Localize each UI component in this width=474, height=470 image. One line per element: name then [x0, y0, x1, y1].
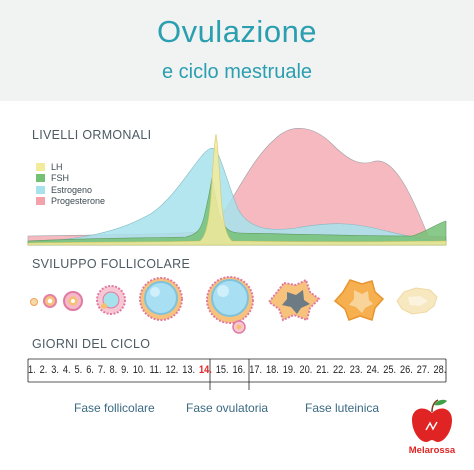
brand-logo: Melarossa [404, 398, 460, 456]
follicle-stage-3 [63, 291, 83, 311]
brand-name: Melarossa [408, 445, 456, 456]
follicle-development-heading: SVILUPPO FOLLICOLARE [32, 257, 191, 271]
day-label: 24. [366, 364, 380, 376]
day-label: 7. [97, 364, 106, 376]
day-label: 18. [266, 364, 279, 376]
page-subtitle: e ciclo mestruale [161, 61, 313, 83]
follicle-stage-1 [30, 298, 38, 306]
lh-curve [27, 133, 447, 246]
day-label: 8. [109, 364, 118, 376]
day-label: 15. [215, 364, 229, 376]
day-label: 28. [433, 364, 447, 376]
day-label: 3. [51, 364, 59, 376]
apple-logo-icon [412, 399, 452, 442]
day-label: 21. [316, 364, 330, 376]
legend-label-progesterone: Progesterone [51, 196, 106, 206]
day-label: 6. [86, 364, 94, 376]
day-label: 4. [62, 364, 71, 376]
day-label: 22. [333, 364, 346, 376]
cycle-days-row: 1. 2. 3. 4. 5. 6. 7. 8. 9. 10. 11. 12. 1… [28, 364, 446, 376]
day-label: 5. [74, 364, 83, 376]
legend-swatch-lh [36, 162, 45, 171]
day-label: 13. [182, 364, 196, 376]
corpus-luteum-stage-2 [333, 279, 385, 321]
cycle-days-heading: GIORNI DEL CICLO [32, 337, 151, 351]
day-label: 20. [299, 364, 313, 376]
day-label: 11. [149, 364, 162, 376]
day-label: 27. [416, 364, 430, 376]
corpus-luteum-stage-1 [267, 278, 321, 322]
corpus-albicans [396, 287, 438, 315]
estrogen-curve [27, 147, 447, 246]
day-label-highlight: 14. [199, 364, 212, 376]
follicle-stage-5 [139, 277, 183, 321]
day-label: 25. [383, 364, 397, 376]
legend-swatch-fsh [36, 174, 45, 182]
day-label: 10. [132, 364, 146, 376]
legend-swatch-progesterone [36, 197, 45, 205]
follicle-stage-2 [43, 294, 57, 308]
phase-luteal: Fase luteinica [305, 401, 380, 415]
legend-label-fsh: FSH [51, 173, 69, 183]
legend-item-fsh: FSH [36, 173, 105, 184]
hormone-legend: LH FSH Estrogeno Progesterone [36, 161, 105, 207]
day-label: 19. [282, 364, 296, 376]
phase-ovulatory: Fase ovulatoria [186, 401, 269, 415]
day-label: 23. [349, 364, 363, 376]
legend-label-lh: LH [51, 161, 63, 172]
follicle-stage-6 [206, 276, 254, 334]
day-label: 1. [28, 364, 36, 376]
follicle-stage-4 [96, 285, 126, 315]
legend-label-estrogen: Estrogeno [51, 184, 93, 195]
day-label: 9. [121, 364, 129, 376]
day-label: 2. [39, 364, 48, 376]
legend-item-lh: LH [36, 161, 105, 172]
legend-swatch-estrogen [36, 185, 45, 194]
hormone-levels-heading: LIVELLI ORMONALI [32, 128, 152, 142]
day-label: 12. [165, 364, 179, 376]
day-label: 26. [400, 364, 413, 376]
day-label: 17. [249, 364, 263, 376]
day-label: 16. [232, 364, 246, 376]
phase-follicular: Fase follicolare [74, 401, 155, 415]
legend-item-estrogen: Estrogeno [36, 184, 105, 195]
legend-item-progesterone: Progesterone [36, 196, 105, 207]
page-title: Ovulazione [156, 14, 318, 49]
